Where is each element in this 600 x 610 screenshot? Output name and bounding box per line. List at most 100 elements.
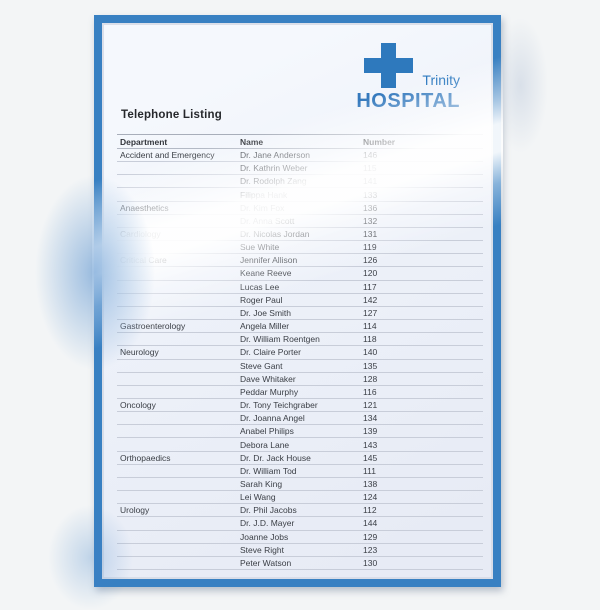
cell-name: Keane Reeve bbox=[240, 268, 292, 279]
cell-name: Jennifer Allison bbox=[240, 255, 298, 266]
table-row: Steve Gant 135 bbox=[117, 360, 483, 373]
cell-name: Dr. Rodolph Zang bbox=[240, 176, 307, 187]
table-row: Dr. William Tod 111 bbox=[117, 465, 483, 478]
cell-name: Joanne Jobs bbox=[240, 531, 289, 542]
table-row: Accident and Emergency Dr. Jane Anderson 1… bbox=[117, 149, 483, 163]
table-row: Keane Reeve 120 bbox=[117, 267, 483, 281]
table-row: Joanne Jobs 129 bbox=[117, 531, 483, 544]
cell-number: 135 bbox=[363, 360, 378, 371]
cell-number: 146 bbox=[363, 150, 378, 161]
table-row: Steve Right 123 bbox=[117, 544, 483, 557]
cell-name: Lei Wang bbox=[240, 492, 276, 503]
cell-number: 136 bbox=[363, 202, 378, 213]
cell-number: 127 bbox=[363, 307, 378, 318]
cell-number: 123 bbox=[363, 544, 378, 555]
cell-name: Filippa Hank bbox=[240, 189, 288, 200]
gray-glow-right-decoration bbox=[493, 18, 548, 153]
cell-name: Dr. J.D. Mayer bbox=[240, 518, 295, 529]
cell-number: 128 bbox=[363, 373, 378, 384]
cell-number: 112 bbox=[363, 505, 377, 516]
cell-number: 141 bbox=[363, 176, 378, 187]
cell-number: 138 bbox=[363, 478, 378, 489]
table-row: Neurology Dr. Claire Porter 140 bbox=[117, 346, 483, 360]
cell-name: Dr. Joe Smith bbox=[240, 307, 292, 318]
cell-number: 140 bbox=[363, 347, 378, 358]
cell-number: 134 bbox=[363, 413, 378, 424]
table-row: Dr. Rodolph Zang 141 bbox=[117, 175, 483, 189]
cell-name: Dr. Anna Scott bbox=[240, 215, 295, 226]
cell-name: Dr. William Roentgen bbox=[240, 334, 320, 345]
cell-number: 121 bbox=[363, 400, 378, 411]
cell-name: Dr. Kathrin Weber bbox=[240, 163, 308, 174]
cell-name: Angela Miller bbox=[240, 321, 290, 332]
cell-department: Oncology bbox=[120, 400, 156, 411]
cell-name: Dr. Dr. Jack House bbox=[240, 452, 311, 463]
table-row: Filippa Hank 133 bbox=[117, 188, 483, 202]
cell-department: Accident and Emergency bbox=[120, 150, 215, 161]
cell-name: Dr. Tony Teichgraber bbox=[240, 400, 318, 411]
table-row: Lei Wang 124 bbox=[117, 491, 483, 505]
cell-name: Sue White bbox=[240, 242, 280, 253]
cell-name: Steve Gant bbox=[240, 360, 283, 371]
cell-number: 144 bbox=[363, 518, 378, 529]
hospital-name: Trinity bbox=[422, 72, 460, 88]
hospital-type-label: HOSPITAL bbox=[356, 90, 460, 112]
cell-number: 126 bbox=[363, 255, 378, 266]
cell-name: Dr. Claire Porter bbox=[240, 347, 301, 358]
cell-number: 129 bbox=[363, 531, 378, 542]
medical-cross-icon bbox=[364, 43, 414, 88]
table-row: Dr. Joe Smith 127 bbox=[117, 307, 483, 321]
cell-name: Dr. Joanna Angel bbox=[240, 413, 305, 424]
cell-name: Dave Whitaker bbox=[240, 373, 296, 384]
cell-name: Dr. Nicolas Jordan bbox=[240, 229, 310, 240]
document-title: Telephone Listing bbox=[121, 109, 222, 121]
cell-number: 116 bbox=[363, 386, 377, 397]
cell-name: Anabel Philips bbox=[240, 426, 294, 437]
cell-name: Dr. Phil Jacobs bbox=[240, 505, 297, 516]
cell-number: 139 bbox=[363, 426, 378, 437]
table-row: Sarah King 138 bbox=[117, 478, 483, 492]
cell-name: Peddar Murphy bbox=[240, 386, 299, 397]
table-row: Debora Lane 143 bbox=[117, 438, 483, 452]
cell-department: Urology bbox=[120, 505, 150, 516]
hospital-logo: Trinity HOSPITAL bbox=[356, 43, 460, 111]
cell-number: 132 bbox=[363, 215, 378, 226]
cell-name: Peter Watson bbox=[240, 557, 292, 568]
table-row: Dr. Kathrin Weber 115 bbox=[117, 162, 483, 176]
table-row: Dr. William Roentgen 118 bbox=[117, 333, 483, 347]
table-row: Cardiology Dr. Nicolas Jordan 131 bbox=[117, 228, 483, 242]
cell-number: 111 bbox=[363, 465, 376, 476]
cell-department: Orthopaedics bbox=[120, 452, 171, 463]
table-row: Roger Paul 142 bbox=[117, 294, 483, 307]
table-row: Dr. J.D. Mayer 144 bbox=[117, 517, 483, 531]
table-body: Accident and Emergency Dr. Jane Anderson 1… bbox=[117, 149, 483, 570]
table-row: Sue White 119 bbox=[117, 241, 483, 255]
table-row: Orthopaedics Dr. Dr. Jack House 145 bbox=[117, 452, 483, 465]
cell-number: 142 bbox=[363, 294, 378, 305]
telephone-listing-card: Trinity HOSPITAL Telephone Listing Depar… bbox=[92, 13, 503, 589]
cell-number: 133 bbox=[363, 189, 378, 200]
table-row: Dr. Joanna Angel 134 bbox=[117, 412, 483, 426]
cell-name: Dr. William Tod bbox=[240, 465, 297, 476]
cell-name: Roger Paul bbox=[240, 294, 283, 305]
cell-number: 118 bbox=[363, 334, 377, 345]
column-header-number: Number bbox=[363, 136, 396, 147]
table-row: Dave Whitaker 128 bbox=[117, 373, 483, 386]
table-row: Urology Dr. Phil Jacobs 112 bbox=[117, 504, 483, 518]
logo-row: Trinity bbox=[364, 43, 460, 88]
cell-department: Gastroenterology bbox=[120, 321, 186, 332]
cell-number: 131 bbox=[363, 229, 378, 240]
table-row: Lucas Lee 117 bbox=[117, 281, 483, 294]
table-row: Anaesthetics Dr. Kim Fox 136 bbox=[117, 202, 483, 215]
cell-department: Cardiology bbox=[120, 229, 161, 240]
table-header-row: Department Name Number bbox=[117, 134, 483, 149]
cell-name: Dr. Kim Fox bbox=[240, 202, 285, 213]
cell-name: Lucas Lee bbox=[240, 281, 280, 292]
cell-name: Dr. Jane Anderson bbox=[240, 150, 310, 161]
cell-name: Steve Right bbox=[240, 544, 284, 555]
cell-name: Debora Lane bbox=[240, 439, 290, 450]
cell-number: 145 bbox=[363, 452, 378, 463]
cell-department: Neurology bbox=[120, 347, 159, 358]
cell-number: 124 bbox=[363, 492, 378, 503]
